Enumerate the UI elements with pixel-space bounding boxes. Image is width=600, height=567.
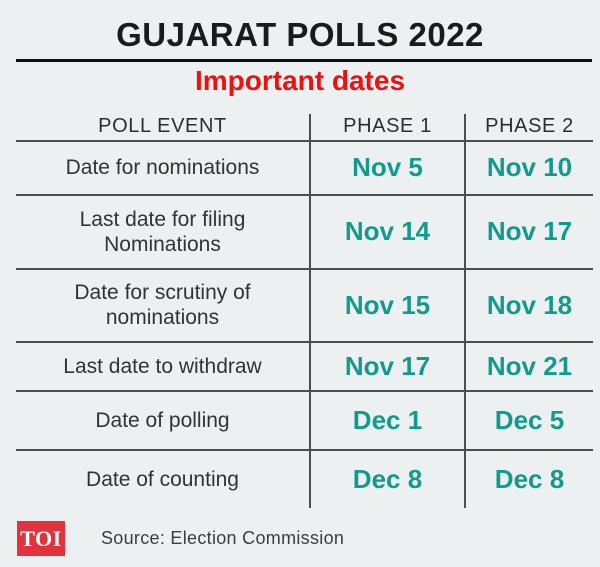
phase1-date: Nov 5 [309,141,464,194]
page-title: GUJARAT POLLS 2022 [116,16,484,53]
phase2-date: Nov 17 [464,195,593,268]
phase1-date: Nov 15 [309,269,464,341]
table-row: Date for nominations Nov 5 Nov 10 [16,141,593,196]
phase2-date: Dec 5 [464,391,593,449]
table-row: Date for scrutiny of nominations Nov 15 … [16,269,593,343]
dates-table: POLL EVENT PHASE 1 PHASE 2 Date for nomi… [16,113,593,508]
phase2-date: Nov 10 [464,141,593,194]
phase1-date: Nov 17 [309,342,464,390]
event-label: Date of polling [95,408,230,432]
table-header-row: POLL EVENT PHASE 1 PHASE 2 [16,113,593,142]
phase2-date: Nov 21 [464,342,593,390]
title-divider-line [16,58,592,62]
event-label: Date for scrutiny of nominations [74,281,251,330]
page-subtitle: Important dates [194,64,406,96]
phase1-date: Nov 14 [309,195,464,268]
phase2-date: Dec 8 [464,450,593,508]
phase1-date: Dec 8 [309,450,464,508]
source-text: Source: Election Commission [101,528,345,548]
column-header-phase-1: PHASE 1 [309,113,464,140]
event-label: Date for nominations [65,156,260,180]
phase2-date: Nov 18 [464,269,593,341]
phase1-date: Dec 1 [309,391,464,449]
column-header-phase-2: PHASE 2 [464,113,593,140]
toi-logo: TOI [17,521,65,556]
column-header-poll-event: POLL EVENT [98,115,227,138]
table-row: Date of counting Dec 8 Dec 8 [16,450,593,508]
event-label: Last date for filing Nominations [79,207,246,256]
footer: TOI Source: Election Commission [17,521,344,556]
table-row: Date of polling Dec 1 Dec 5 [16,391,593,451]
table-row: Last date for filing Nominations Nov 14 … [16,195,593,270]
table-row: Last date to withdraw Nov 17 Nov 21 [16,342,593,392]
event-label: Last date to withdraw [63,354,262,378]
event-label: Date of counting [86,467,239,491]
